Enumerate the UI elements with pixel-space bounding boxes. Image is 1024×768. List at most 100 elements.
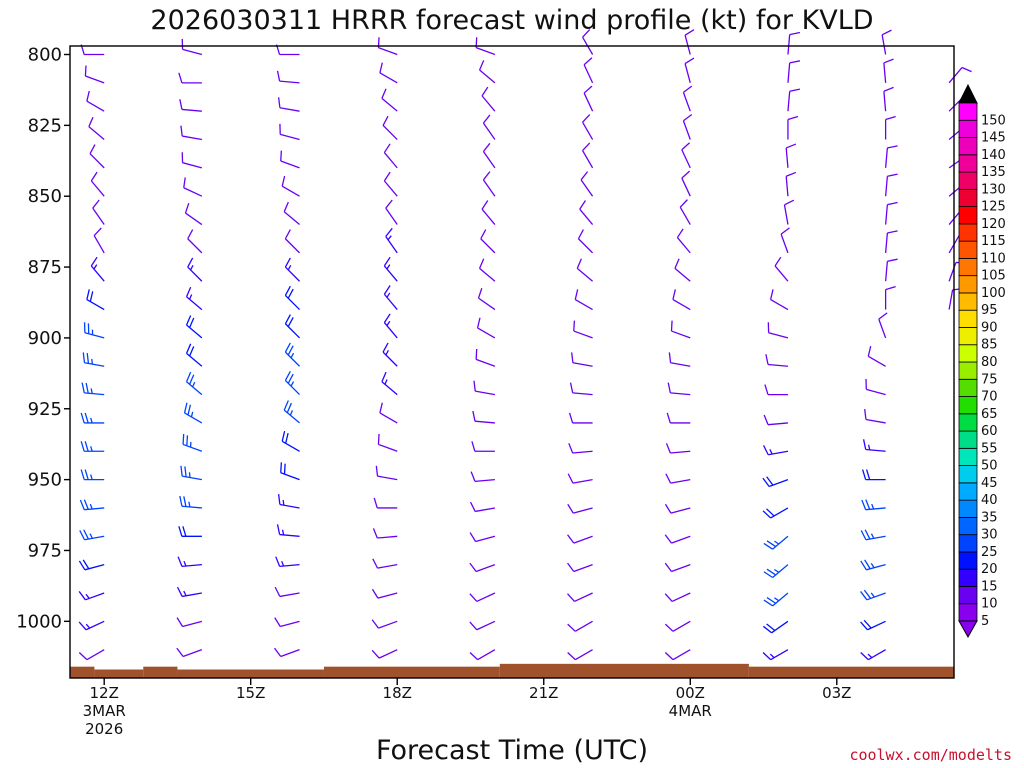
x-tick-label: 18Z [383, 684, 412, 702]
wind-barb [381, 371, 398, 396]
wind-barb [477, 287, 496, 311]
x-tick-label: 12Z [90, 684, 119, 702]
ground-segment [70, 666, 95, 678]
colorbar-label: 145 [981, 131, 1006, 146]
colorbar-swatch [958, 344, 978, 363]
wind-barb [79, 499, 105, 511]
wind-barb [284, 285, 301, 311]
ground-segment [748, 666, 954, 678]
colorbar-label: 35 [981, 510, 998, 525]
wind-barb [475, 348, 496, 367]
colorbar-label: 95 [981, 303, 998, 318]
x-tick-label: 2026 [85, 720, 123, 738]
ground-segment [177, 669, 324, 678]
wind-barb [178, 72, 202, 84]
wind-barb [185, 315, 203, 339]
wind-barb [470, 471, 495, 483]
wind-barb [80, 441, 105, 452]
wind-barb [567, 620, 593, 632]
wind-barb [665, 473, 691, 484]
wind-barb [664, 503, 691, 514]
wind-barb [767, 322, 789, 339]
wind-barb [178, 526, 202, 537]
wind-barb [763, 564, 789, 579]
colorbar-label: 15 [981, 579, 998, 594]
colorbar-label: 110 [981, 251, 1006, 266]
wind-barb [573, 320, 593, 339]
wind-barb [787, 115, 799, 140]
colorbar-swatch [958, 171, 978, 190]
wind-barb [668, 352, 691, 367]
wind-barb [176, 647, 203, 658]
wind-barb [81, 382, 105, 396]
colorbar: 5 10 15 20 25 30 35 40 45 50 55 60 65 70 75 80 85 90 95 100… [958, 83, 1006, 639]
wind-barb [787, 88, 801, 112]
wind-barb [568, 412, 593, 424]
y-tick-label: 800 [28, 45, 62, 66]
wind-barb [482, 114, 496, 140]
colorbar-label: 80 [981, 355, 998, 370]
wind-barb [762, 476, 789, 488]
wind-barb [582, 114, 594, 140]
wind-barb [78, 559, 105, 571]
wind-barb [865, 378, 886, 396]
wind-barb [670, 320, 691, 339]
wind-barb [284, 257, 301, 282]
wind-barb [383, 285, 398, 310]
wind-barb [664, 592, 691, 603]
wind-barb [860, 529, 886, 541]
wind-barb [383, 313, 398, 339]
colorbar-swatch [958, 275, 978, 294]
wind-barb [762, 445, 789, 456]
colorbar-swatch [958, 154, 978, 173]
credit-link[interactable]: coolwx.com/modelts [849, 746, 1012, 764]
colorbar-swatch [958, 568, 978, 587]
wind-barb [86, 90, 105, 112]
wind-barb [787, 31, 801, 55]
colorbar-swatch [958, 430, 978, 449]
wind-barb [183, 402, 203, 424]
wind-barb [283, 201, 300, 226]
wind-barb [569, 382, 593, 396]
wind-barb [567, 534, 593, 544]
wind-barb [571, 352, 593, 367]
wind-barb [860, 649, 886, 661]
colorbar-max-arrow [958, 83, 978, 104]
colorbar-label: 55 [981, 441, 998, 456]
colorbar-swatch [958, 257, 978, 277]
wind-barb [684, 57, 695, 84]
wind-barb [375, 465, 398, 481]
wind-barb [379, 402, 398, 424]
wind-barb [478, 258, 496, 282]
wind-barb [583, 85, 594, 112]
wind-barb [674, 258, 691, 282]
x-tick-label: 21Z [529, 684, 558, 702]
wind-barb [780, 227, 790, 254]
colorbar-label: 130 [981, 182, 1006, 197]
colorbar-swatch [958, 378, 978, 397]
wind-barb [377, 433, 398, 452]
wind-barb [884, 201, 898, 225]
wind-barb [860, 559, 886, 571]
wind-barb [274, 586, 300, 598]
wind-barb [469, 562, 496, 573]
wind-barb [78, 649, 105, 661]
wind-barb [383, 256, 398, 282]
wind-barb [679, 199, 691, 225]
wind-barb [274, 617, 300, 628]
wind-barb [385, 227, 398, 254]
wind-barb [371, 619, 398, 629]
wind-barb [84, 65, 105, 84]
wind-barb [181, 152, 203, 169]
wind-barb [664, 534, 691, 544]
wind-barb [277, 97, 300, 112]
wind-barb [371, 588, 398, 599]
wind-barb [783, 199, 795, 225]
wind-barb [280, 150, 300, 169]
colorbar-swatch [958, 482, 978, 501]
wind-barb [382, 342, 398, 367]
wind-barb [574, 289, 593, 311]
wind-barb [90, 171, 105, 197]
